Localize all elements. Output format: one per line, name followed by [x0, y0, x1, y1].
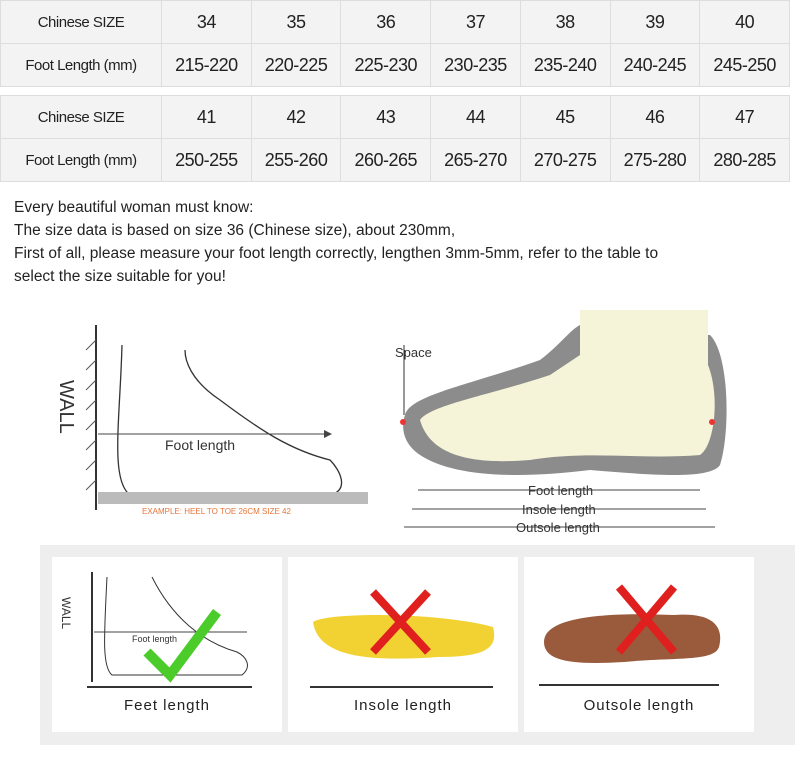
svg-text:Foot length: Foot length — [528, 483, 593, 498]
svg-text:Foot length: Foot length — [132, 634, 177, 644]
card-outsole-length: Outsole length — [524, 557, 754, 732]
foot-wall-diagram: WALL Foot length EXAMPLE: HEEL TO TOE 26… — [55, 325, 368, 516]
size-table-1: Chinese SIZE 34 35 36 37 38 39 40 Foot Length … — [0, 0, 790, 87]
svg-text:Space: Space — [395, 345, 432, 360]
instructions: Every beautiful woman must know: The siz… — [14, 199, 659, 285]
cross-icon — [370, 589, 431, 655]
wall-label: WALL — [55, 380, 77, 434]
svg-text:EXAMPLE: HEEL TO TOE 26CM SIZE: EXAMPLE: HEEL TO TOE 26CM SIZE 42 — [142, 507, 292, 516]
shoe-diagram: Space Foot length Insole length Outsole … — [395, 310, 727, 535]
svg-text:Foot length: Foot length — [165, 437, 235, 453]
card-insole-length: Insole length — [288, 557, 518, 732]
length-row: Foot Length (mm) 250-255 255-260 260-265 26… — [0, 138, 790, 182]
check-icon — [143, 609, 222, 683]
cross-icon — [615, 584, 678, 655]
length-row: Foot Length (mm) 215-220 220-225 225-230 23… — [0, 43, 790, 87]
card-feet-length: WALL Foot length Feet length — [52, 557, 282, 732]
size-row: Chinese SIZE 34 35 36 37 38 39 40 — [0, 0, 790, 44]
svg-text:WALL: WALL — [59, 597, 73, 630]
size-table-2: Chinese SIZE 41 42 43 44 45 46 47 Foot Length … — [0, 95, 790, 182]
svg-text:Outsole length: Outsole length — [516, 520, 600, 535]
svg-text:Insole length: Insole length — [522, 502, 596, 517]
measure-methods-panel: WALL Foot length Feet length Insole leng… — [40, 545, 795, 745]
size-row: Chinese SIZE 41 42 43 44 45 46 47 — [0, 95, 790, 139]
